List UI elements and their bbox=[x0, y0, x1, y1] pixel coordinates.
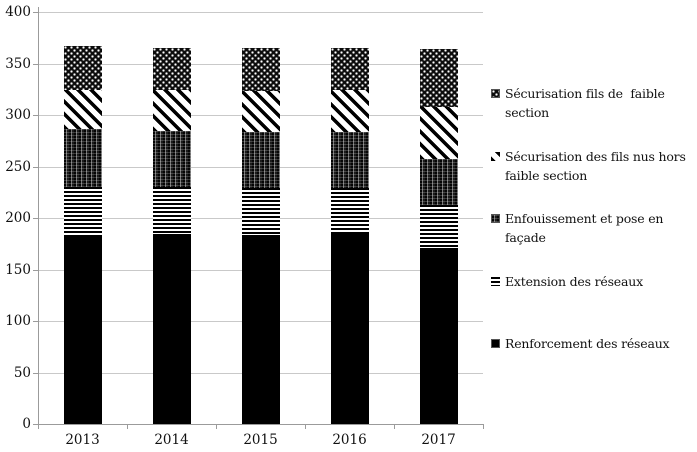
gridline-400 bbox=[38, 12, 483, 13]
y-tick-label: 250 bbox=[5, 158, 31, 175]
legend-label: Extension des réseaux bbox=[505, 274, 643, 289]
legend-label: Sécurisation des fils nus hors faible se… bbox=[505, 149, 686, 183]
bar-segment-2014 bbox=[152, 187, 191, 235]
legend-item-solid: Renforcement des réseaux bbox=[491, 335, 670, 354]
bar-2014 bbox=[152, 48, 191, 424]
bar-segment-2017 bbox=[419, 204, 458, 248]
x-tick-label-2014: 2014 bbox=[154, 432, 189, 448]
x-tick bbox=[216, 424, 217, 429]
y-tick-label: 100 bbox=[5, 313, 31, 329]
bar-segment-2016 bbox=[330, 48, 369, 91]
x-tick-label-2016: 2016 bbox=[332, 432, 367, 448]
bar-segment-2014 bbox=[152, 234, 191, 424]
x-axis bbox=[38, 424, 483, 425]
bar-segment-2013 bbox=[63, 129, 102, 188]
x-tick bbox=[305, 424, 306, 429]
legend-label: Renforcement des réseaux bbox=[505, 336, 670, 351]
legend-item-dots: Sécurisation fils de faible section bbox=[491, 85, 665, 122]
bar-segment-2013 bbox=[63, 187, 102, 235]
y-tick-50 bbox=[33, 372, 38, 374]
x-tick-label-2017: 2017 bbox=[421, 432, 456, 448]
legend-label: Sécurisation fils de faible section bbox=[505, 86, 665, 120]
legend: Sécurisation fils de faible section Sécur… bbox=[491, 0, 697, 452]
x-tick bbox=[483, 424, 484, 429]
legend-marker-solid-icon bbox=[491, 339, 500, 348]
bar-segment-2017 bbox=[419, 247, 458, 424]
y-tick-label: 150 bbox=[5, 261, 31, 278]
y-tick-300 bbox=[33, 115, 38, 116]
legend-marker-dense-weave-icon bbox=[491, 214, 500, 223]
bar-segment-2014 bbox=[152, 48, 191, 91]
bar-segment-2016 bbox=[330, 188, 369, 235]
legend-item-dense-weave: Enfouissement et pose en façade bbox=[491, 210, 663, 247]
legend-marker-horizontal-stripes-icon bbox=[491, 277, 500, 286]
legend-item-horizontal-stripes: Extension des réseaux bbox=[491, 273, 643, 292]
bar-segment-2016 bbox=[330, 234, 369, 424]
y-tick-label: 350 bbox=[5, 55, 31, 72]
legend-marker-dots-icon bbox=[491, 89, 500, 98]
x-tick bbox=[394, 424, 395, 429]
x-tick-label-2015: 2015 bbox=[243, 432, 278, 448]
y-tick-250 bbox=[33, 166, 38, 168]
x-tick bbox=[38, 424, 39, 429]
bar-segment-2015 bbox=[241, 188, 280, 235]
y-axis bbox=[38, 7, 39, 424]
legend-item-diagonal-stripes: Sécurisation des fils nus hors faible se… bbox=[491, 148, 686, 185]
bar-segment-2015 bbox=[241, 234, 280, 424]
bar-segment-2013 bbox=[63, 234, 102, 424]
bar-segment-2015 bbox=[241, 131, 280, 189]
x-tick bbox=[127, 424, 128, 429]
bar-2016 bbox=[330, 48, 369, 424]
bar-segment-2014 bbox=[152, 130, 191, 188]
y-tick-label: 400 bbox=[5, 4, 31, 20]
y-tick-350 bbox=[33, 63, 38, 65]
bar-2015 bbox=[241, 48, 280, 424]
bar-segment-2015 bbox=[241, 48, 280, 92]
y-tick-150 bbox=[33, 269, 38, 271]
bar-segment-2017 bbox=[419, 49, 458, 107]
bar-2013 bbox=[63, 46, 102, 424]
y-tick-0 bbox=[33, 424, 38, 425]
bar-segment-2017 bbox=[419, 106, 458, 160]
bar-2017 bbox=[419, 49, 458, 424]
bar-segment-2013 bbox=[63, 90, 102, 130]
bar-segment-2017 bbox=[419, 159, 458, 205]
y-tick-label: 300 bbox=[5, 107, 31, 123]
y-tick-label: 200 bbox=[5, 210, 31, 226]
legend-marker-diagonal-stripes-icon bbox=[491, 152, 500, 161]
legend-label: Enfouissement et pose en façade bbox=[505, 211, 664, 245]
bar-segment-2015 bbox=[241, 91, 280, 132]
bar-segment-2014 bbox=[152, 90, 191, 131]
bar-segment-2016 bbox=[330, 90, 369, 132]
y-tick-label: 0 bbox=[22, 416, 31, 432]
y-tick-400 bbox=[33, 12, 38, 13]
y-tick-100 bbox=[33, 321, 38, 322]
bar-segment-2016 bbox=[330, 131, 369, 189]
bar-segment-2013 bbox=[63, 46, 102, 91]
y-tick-200 bbox=[33, 218, 38, 219]
y-tick-label: 50 bbox=[13, 364, 31, 381]
x-tick-label-2013: 2013 bbox=[65, 432, 100, 448]
